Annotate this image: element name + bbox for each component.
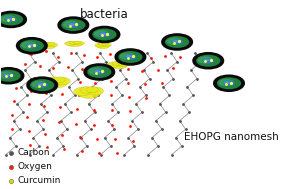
Ellipse shape: [58, 18, 88, 33]
Ellipse shape: [162, 35, 192, 49]
Ellipse shape: [198, 56, 213, 64]
Ellipse shape: [80, 87, 93, 93]
Ellipse shape: [115, 50, 145, 64]
Ellipse shape: [6, 18, 12, 20]
Text: Curcumin: Curcumin: [18, 176, 61, 185]
Ellipse shape: [56, 77, 70, 85]
Ellipse shape: [67, 22, 79, 28]
Ellipse shape: [0, 15, 16, 22]
Ellipse shape: [103, 43, 111, 47]
Ellipse shape: [120, 53, 135, 60]
Ellipse shape: [42, 78, 58, 85]
Ellipse shape: [0, 12, 26, 27]
Ellipse shape: [5, 17, 17, 22]
Ellipse shape: [21, 41, 37, 49]
Ellipse shape: [0, 71, 13, 79]
Ellipse shape: [126, 55, 132, 58]
Ellipse shape: [203, 59, 210, 62]
Ellipse shape: [193, 53, 223, 68]
Ellipse shape: [124, 54, 136, 60]
Ellipse shape: [26, 43, 38, 49]
Ellipse shape: [77, 87, 101, 98]
Ellipse shape: [0, 68, 24, 83]
Ellipse shape: [89, 27, 120, 42]
Ellipse shape: [224, 81, 230, 84]
Ellipse shape: [64, 42, 76, 45]
Ellipse shape: [69, 41, 77, 44]
Ellipse shape: [48, 77, 60, 83]
Ellipse shape: [202, 58, 214, 64]
Ellipse shape: [99, 32, 110, 37]
Ellipse shape: [112, 61, 122, 66]
Ellipse shape: [98, 43, 105, 46]
Ellipse shape: [27, 78, 57, 92]
Ellipse shape: [100, 33, 106, 35]
Ellipse shape: [3, 73, 14, 79]
Ellipse shape: [67, 41, 82, 47]
Ellipse shape: [172, 40, 179, 43]
Ellipse shape: [32, 81, 47, 88]
Ellipse shape: [30, 79, 54, 91]
Ellipse shape: [37, 83, 44, 86]
Ellipse shape: [108, 62, 120, 67]
Ellipse shape: [118, 51, 143, 63]
Ellipse shape: [27, 44, 33, 46]
Ellipse shape: [165, 36, 189, 48]
Text: EHOPG nanomesh: EHOPG nanomesh: [184, 132, 279, 142]
Ellipse shape: [196, 55, 220, 67]
Ellipse shape: [218, 79, 234, 86]
Text: Carbon: Carbon: [18, 148, 50, 157]
Text: bacteria: bacteria: [80, 8, 129, 21]
Ellipse shape: [89, 68, 104, 75]
Ellipse shape: [4, 74, 10, 77]
Ellipse shape: [223, 81, 235, 86]
Ellipse shape: [0, 70, 21, 82]
Ellipse shape: [47, 42, 55, 46]
Ellipse shape: [63, 21, 78, 28]
Ellipse shape: [73, 41, 81, 44]
Ellipse shape: [93, 69, 105, 75]
Ellipse shape: [0, 13, 23, 26]
Ellipse shape: [36, 82, 48, 88]
Ellipse shape: [117, 61, 126, 65]
Ellipse shape: [118, 62, 129, 67]
Ellipse shape: [17, 38, 47, 53]
Ellipse shape: [87, 66, 111, 78]
Ellipse shape: [92, 29, 117, 40]
Ellipse shape: [110, 62, 127, 69]
Ellipse shape: [214, 76, 244, 91]
Ellipse shape: [94, 30, 109, 37]
Ellipse shape: [102, 43, 108, 46]
Ellipse shape: [74, 88, 90, 96]
Ellipse shape: [43, 43, 51, 46]
Ellipse shape: [54, 77, 65, 83]
Ellipse shape: [41, 43, 56, 49]
Ellipse shape: [48, 43, 58, 47]
Text: Oxygen: Oxygen: [18, 162, 53, 171]
Ellipse shape: [88, 87, 103, 95]
Ellipse shape: [95, 43, 104, 47]
Ellipse shape: [61, 19, 85, 31]
Ellipse shape: [68, 23, 75, 26]
Ellipse shape: [171, 39, 183, 45]
Ellipse shape: [74, 41, 84, 45]
Ellipse shape: [95, 70, 101, 73]
Ellipse shape: [217, 77, 241, 89]
Ellipse shape: [166, 38, 182, 45]
Ellipse shape: [84, 65, 114, 79]
Ellipse shape: [97, 43, 110, 49]
Ellipse shape: [20, 40, 44, 52]
Ellipse shape: [39, 43, 49, 47]
Ellipse shape: [45, 77, 68, 88]
Ellipse shape: [87, 87, 98, 93]
